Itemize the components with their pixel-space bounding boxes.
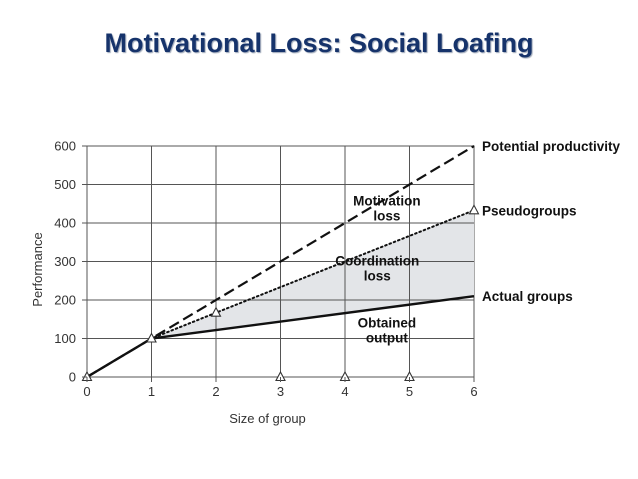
annotation-line: Coordination bbox=[335, 253, 419, 268]
series-label: Potential productivity bbox=[482, 139, 621, 154]
annotation-line: loss bbox=[373, 209, 400, 224]
y-tick-label: 200 bbox=[54, 293, 76, 308]
motivation-annotation: Motivation loss bbox=[353, 194, 421, 224]
slide-title: Motivational Loss: Social Loafing bbox=[104, 28, 534, 58]
x-tick-label: 5 bbox=[406, 384, 413, 399]
series-label: Pseudogroups bbox=[482, 203, 577, 218]
triangle-marker bbox=[146, 332, 157, 343]
label-layer: Size of group Performance Potential produc… bbox=[30, 139, 621, 426]
y-axis-label: Performance bbox=[30, 232, 45, 306]
y-tick-label: 300 bbox=[54, 254, 76, 269]
obtained-annotation: Obtained output bbox=[358, 316, 417, 346]
triangle-marker bbox=[210, 306, 222, 317]
series-label: Actual groups bbox=[482, 289, 573, 304]
coordination-annotation: Coordination loss bbox=[335, 253, 419, 283]
x-axis-label: Size of group bbox=[229, 411, 306, 426]
y-tick-label: 600 bbox=[54, 139, 76, 154]
y-tick-label: 400 bbox=[54, 216, 76, 231]
x-tick-label: 4 bbox=[341, 384, 348, 399]
x-tick-label: 3 bbox=[277, 384, 284, 399]
y-tick-label: 500 bbox=[54, 177, 76, 192]
x-tick-label: 0 bbox=[83, 384, 90, 399]
annotation-line: Obtained bbox=[358, 316, 417, 331]
annotation-line: output bbox=[366, 331, 408, 346]
y-tick-label: 0 bbox=[69, 370, 76, 385]
triangle-marker bbox=[468, 204, 480, 215]
tick-layer: 0 1 2 3 4 5 6 0 100 200 300 400 500 600 bbox=[54, 139, 477, 400]
marker-layer bbox=[81, 204, 480, 382]
y-tick-label: 100 bbox=[54, 331, 76, 346]
x-tick-label: 6 bbox=[470, 384, 477, 399]
annotation-line: Motivation bbox=[353, 194, 421, 209]
x-tick-label: 1 bbox=[148, 384, 155, 399]
x-tick-label: 2 bbox=[212, 384, 219, 399]
annotation-line: loss bbox=[364, 268, 391, 283]
